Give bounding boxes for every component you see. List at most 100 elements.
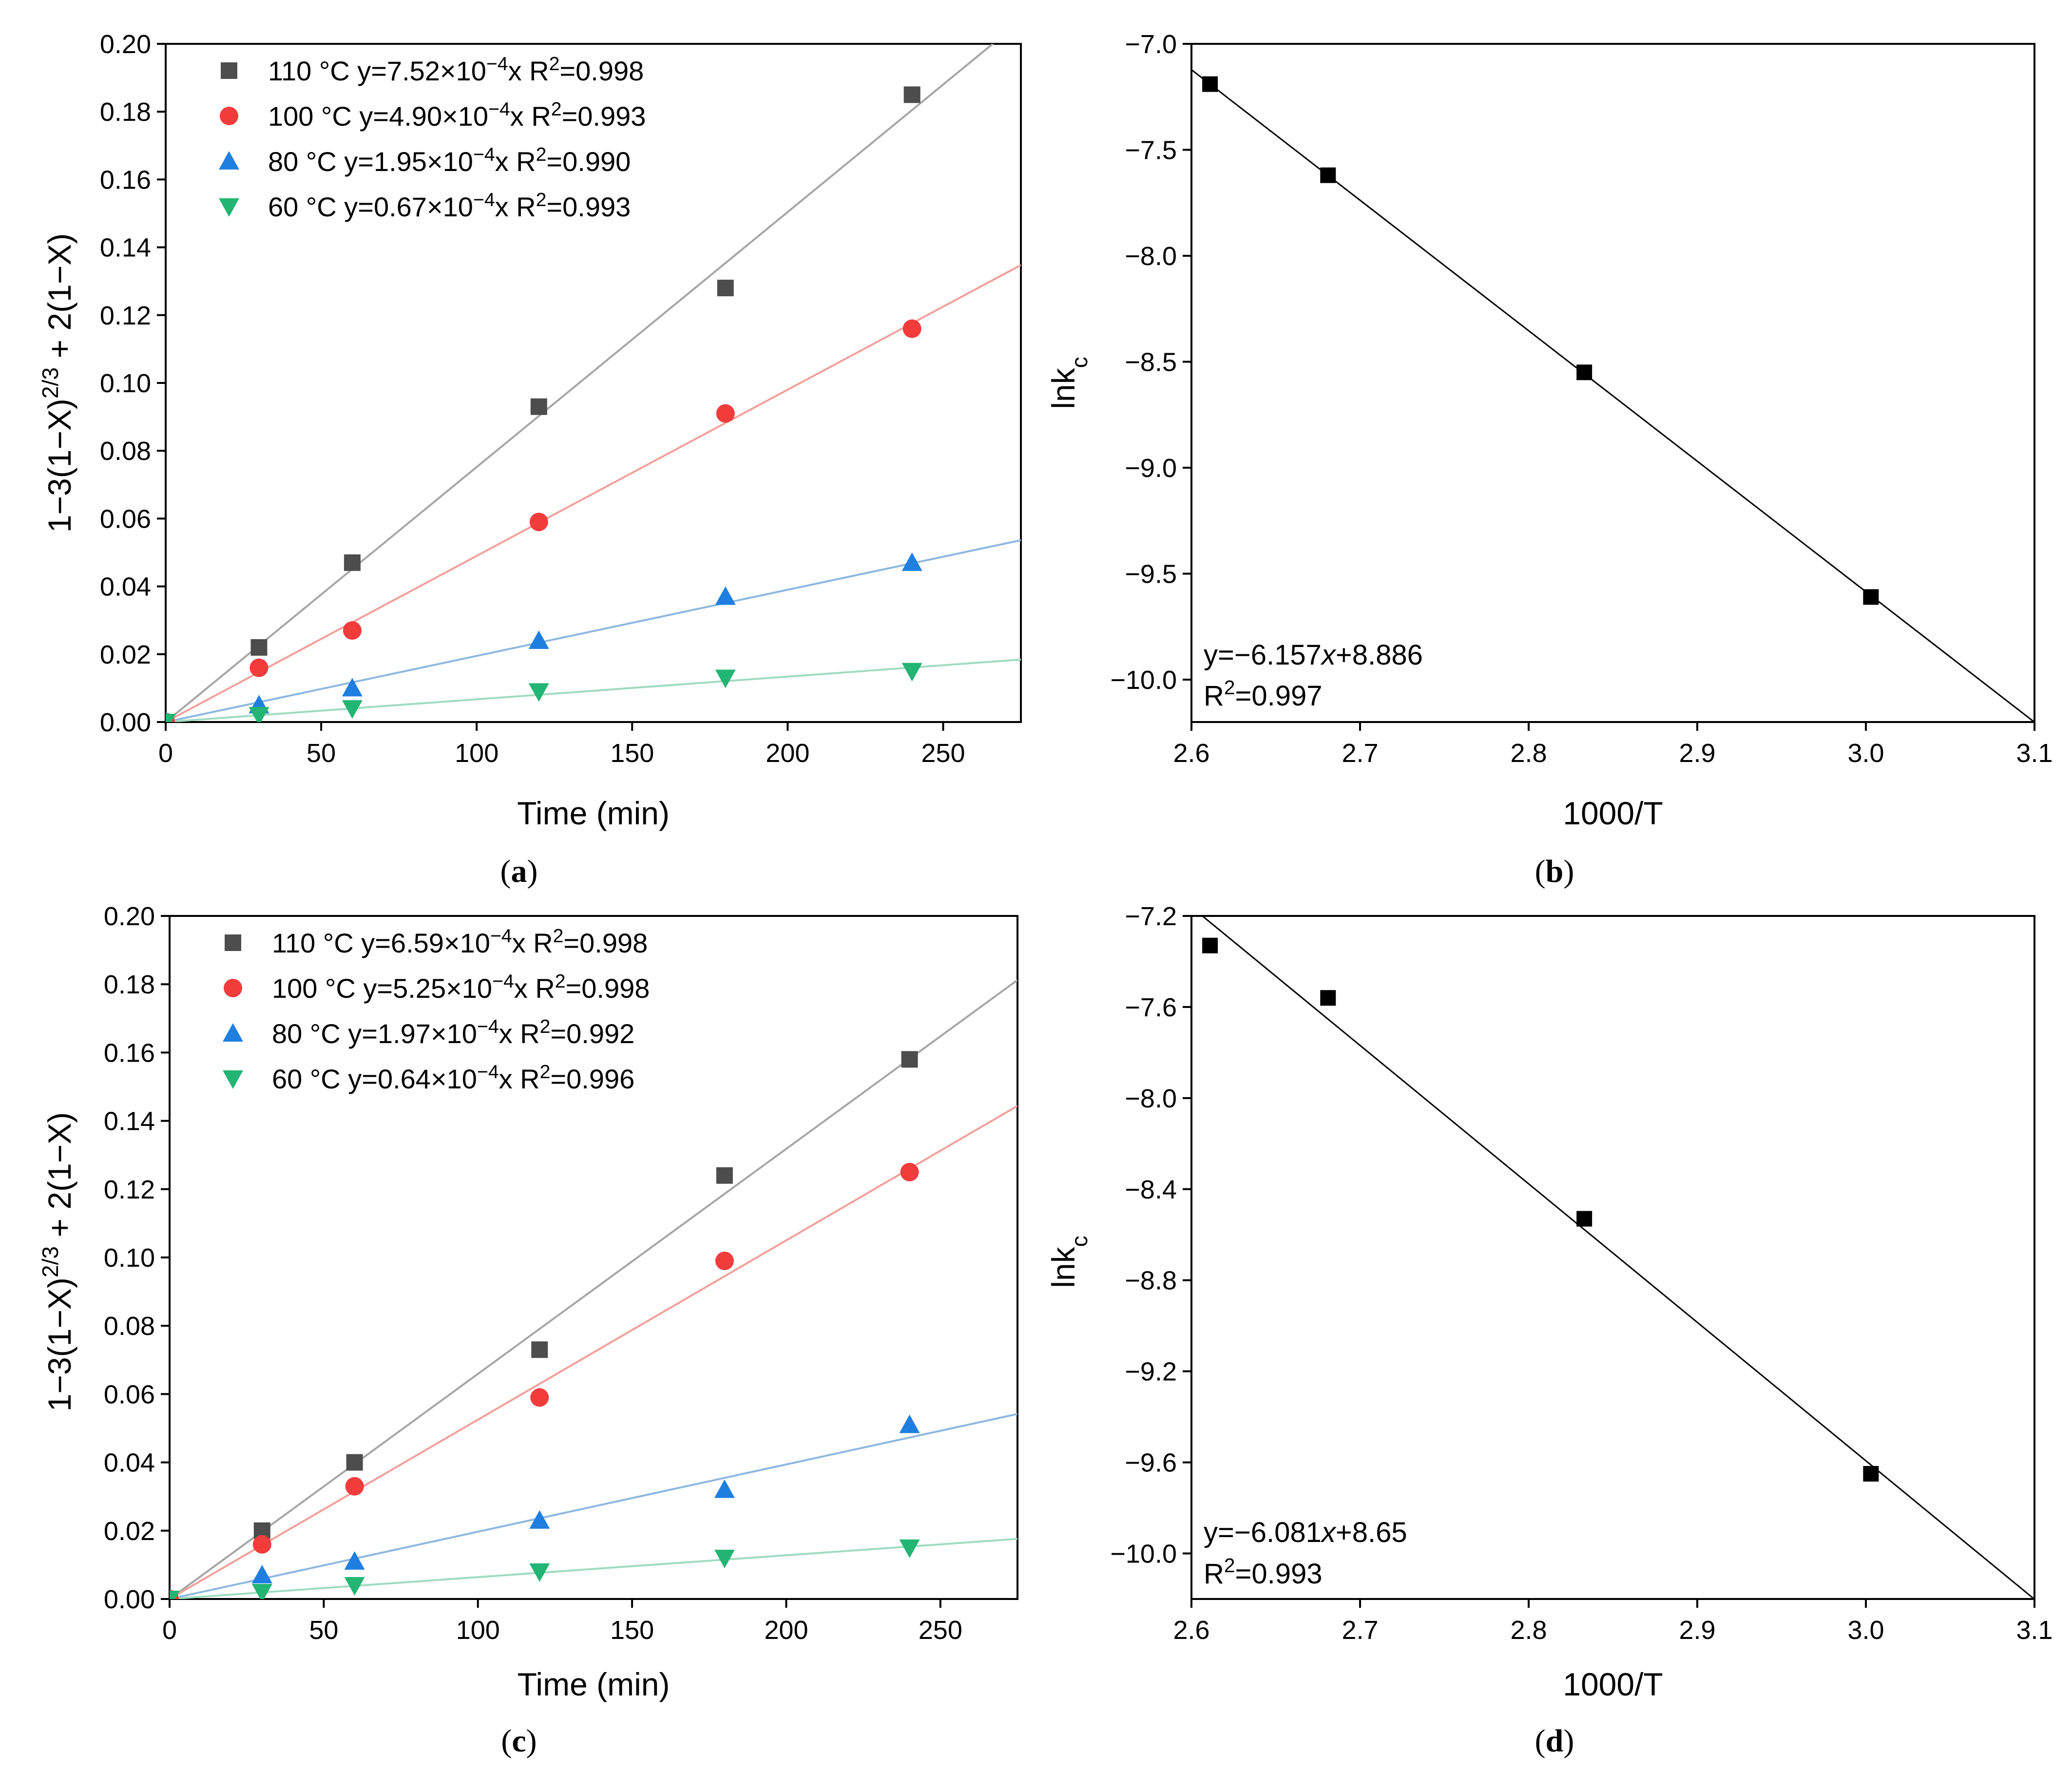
data-point (344, 554, 361, 571)
legend-entry: 80 °C y=1.95×10−4x R2=0.990 (268, 144, 631, 177)
legend-marker (223, 1023, 243, 1042)
legend-entry: 100 °C y=5.25×10−4x R2=0.998 (272, 971, 650, 1004)
y-tick-label: −9.5 (1125, 560, 1177, 589)
data-point (1576, 364, 1592, 381)
y-tick-label: −8.0 (1125, 1084, 1177, 1113)
y-tick-label: 0.14 (100, 233, 151, 263)
plot-frame (1190, 915, 2035, 1600)
data-point (715, 669, 736, 688)
data-point (902, 663, 922, 682)
legend-entry: 110 °C y=6.59×10−4x R2=0.998 (272, 926, 648, 959)
x-tick-label: 200 (766, 739, 809, 768)
x-tick-label: 3.1 (2016, 739, 2053, 768)
panel-label: (d) (1535, 1723, 1574, 1759)
panel-label: (a) (500, 854, 538, 889)
y-axis-label-group: 1−3(1−X)2/3 + 2(1−X) (38, 1112, 77, 1412)
data-point (346, 1454, 363, 1471)
y-tick-label: 0.12 (104, 1175, 155, 1204)
x-axis-label: Time (min) (518, 1666, 670, 1702)
fit-line (166, 658, 1021, 722)
data-point (714, 1479, 735, 1498)
x-tick-label: 0 (162, 1616, 177, 1645)
data-point (1576, 1211, 1592, 1227)
legend-marker (223, 1070, 243, 1089)
data-point (345, 1477, 364, 1496)
x-tick-label: 250 (919, 1616, 962, 1645)
data-point (530, 1388, 549, 1407)
legend-entry: 100 °C y=4.90×10−4x R2=0.993 (268, 99, 646, 132)
plot-area (1201, 916, 2034, 1599)
data-point (901, 1051, 918, 1068)
legend-marker (219, 198, 239, 217)
data-point (902, 319, 921, 338)
y-tick-label: −9.0 (1125, 454, 1177, 483)
data-point (715, 586, 736, 605)
y-tick-label: 0.12 (100, 301, 151, 330)
y-tick-label: −7.5 (1125, 136, 1177, 165)
x-tick-label: 50 (307, 739, 336, 768)
legend-marker (225, 934, 241, 951)
data-point (716, 404, 735, 423)
fit-line (166, 44, 995, 722)
data-point (529, 1510, 550, 1529)
x-tick-label: 2.9 (1679, 739, 1715, 768)
data-point (250, 639, 268, 656)
fit-line (170, 1105, 1017, 1599)
x-tick-label: 2.7 (1342, 739, 1378, 768)
plot-area (170, 979, 1017, 1599)
panel-a: 0 50 100 150 200 250 0.00 0.02 0.04 0.06 0.08 0.10 0… (38, 30, 1022, 889)
x-axis-label: 1000/T (1563, 1666, 1663, 1702)
y-tick-label: 0.16 (100, 165, 151, 194)
data-point (1320, 167, 1336, 183)
data-point (251, 1564, 272, 1583)
y-tick-label: 0.00 (104, 1585, 155, 1614)
y-axis-label-group: lnkc (1045, 357, 1092, 409)
y-tick-label: 0.06 (104, 1380, 155, 1409)
fit-equation: y=−6.157x+8.886 (1204, 639, 1423, 671)
x-tick-label: 2.6 (1173, 1616, 1209, 1645)
data-point (342, 700, 363, 719)
data-point (342, 678, 363, 697)
data-point (716, 1167, 733, 1184)
legend-entry: 80 °C y=1.97×10−4x R2=0.992 (272, 1016, 634, 1049)
x-tick-label: 3.0 (1847, 1616, 1884, 1645)
x-tick-label: 150 (610, 1616, 654, 1645)
legend-entry: 60 °C y=0.67×10−4x R2=0.993 (268, 190, 631, 223)
legend: 110 °C y=7.52×10−4x R2=0.998 100 °C y=4.9… (219, 54, 646, 223)
data-point (1320, 990, 1336, 1006)
y-tick-label: 0.02 (104, 1517, 155, 1546)
legend: 110 °C y=6.59×10−4x R2=0.998 100 °C y=5.2… (223, 926, 650, 1094)
y-tick-label: −10.0 (1110, 1540, 1177, 1569)
y-tick-label: −7.6 (1125, 993, 1177, 1022)
data-point (344, 1551, 365, 1570)
fit-line (170, 1413, 1017, 1599)
y-tick-label: 0.04 (100, 572, 151, 602)
x-tick-label: 2.8 (1510, 739, 1547, 768)
y-tick-label: 0.14 (104, 1107, 155, 1136)
y-tick-label: −9.6 (1125, 1448, 1177, 1478)
data-point (902, 552, 922, 571)
panel-label: (b) (1535, 854, 1574, 889)
data-point (530, 398, 547, 415)
fit-line (166, 264, 1021, 722)
x-tick-label: 2.8 (1510, 1616, 1547, 1645)
fit-equation: y=−6.081x+8.65 (1204, 1517, 1407, 1548)
x-tick-label: 2.7 (1342, 1616, 1378, 1645)
y-tick-label: 0.00 (100, 708, 151, 737)
data-point (903, 86, 921, 103)
y-tick-label: 0.16 (104, 1038, 155, 1067)
y-tick-label: −10.0 (1110, 666, 1177, 695)
legend-marker (224, 979, 242, 997)
y-tick-label: −8.8 (1125, 1266, 1177, 1295)
x-tick-label: 2.9 (1679, 1616, 1715, 1645)
y-tick-label: 0.18 (100, 97, 151, 127)
panel-d: 2.6 2.7 2.8 2.9 3.0 3.1 −10.0 −9.6 −9.2 −8.8 −8.4 −… (1045, 902, 2053, 1759)
y-axis-label-group: lnkc (1045, 1236, 1092, 1288)
data-point (249, 658, 269, 677)
plot-frame (1190, 43, 2035, 723)
legend-entry: 110 °C y=7.52×10−4x R2=0.998 (268, 54, 644, 87)
y-tick-label: −8.5 (1125, 348, 1177, 377)
y-tick-label: 0.10 (100, 369, 151, 398)
x-axis-label: 1000/T (1563, 795, 1663, 831)
x-tick-label: 3.0 (1847, 739, 1884, 768)
